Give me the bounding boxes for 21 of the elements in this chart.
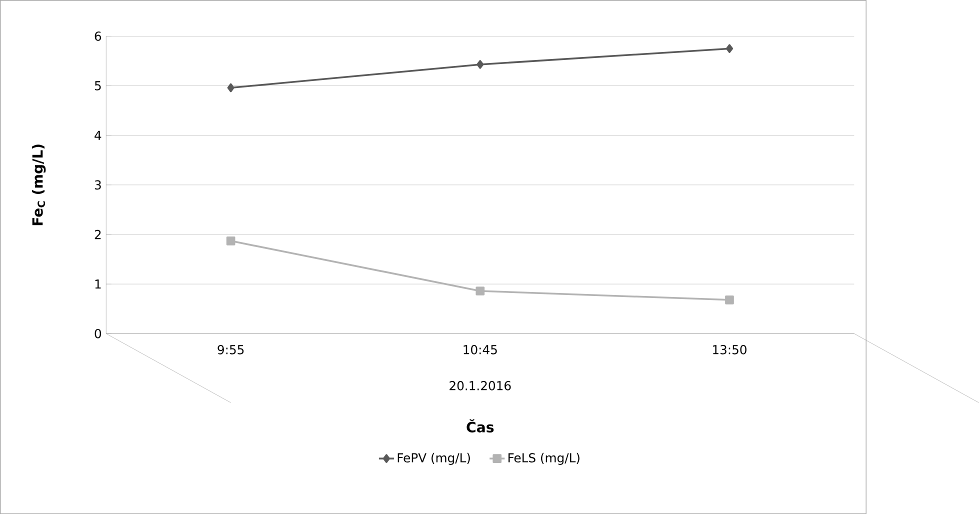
text: 20.1.2016 — [450, 380, 511, 390]
point — [476, 60, 484, 69]
point — [476, 286, 485, 296]
y-tick-label: 0 — [94, 328, 102, 338]
y-tick-label: 1 — [95, 279, 101, 288]
text: Fe$_{C}$ (mg/L) — [32, 144, 46, 226]
point — [726, 44, 734, 53]
y-tick-label: 4 — [94, 130, 102, 140]
x-tick-label: 13:50 — [713, 344, 746, 354]
legend-label: FeLS (mg/L) — [508, 452, 580, 465]
point — [227, 83, 234, 92]
point — [725, 295, 734, 304]
y-tick-label: 6 — [94, 31, 102, 41]
x-axis-title: Čas — [466, 419, 494, 432]
y-tick-label: 3 — [94, 180, 101, 190]
y-tick-label: 5 — [94, 81, 101, 90]
point — [226, 236, 236, 246]
x-tick-label: 10:45 — [464, 344, 497, 354]
y-tick-label: 2 — [94, 230, 101, 240]
legend-label: FePV (mg/L) — [398, 452, 470, 465]
x-tick-label: 9:55 — [218, 344, 244, 354]
